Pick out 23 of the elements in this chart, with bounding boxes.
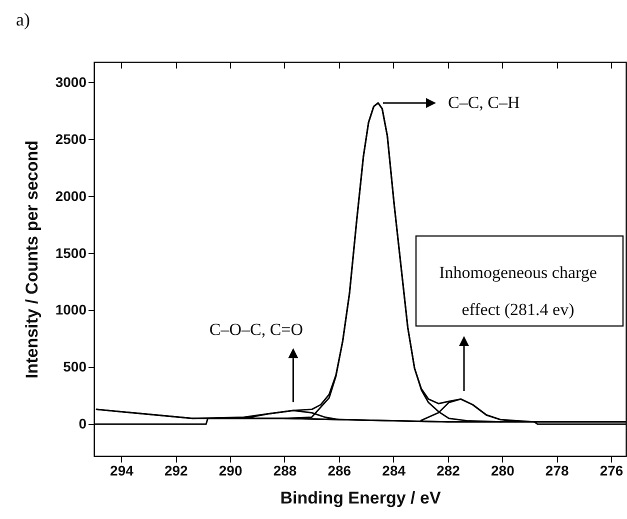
x-tick-label: 290 [218,462,242,478]
annotation: Inhomogeneous charge effect (281.4 ev) [439,263,597,319]
x-tick-label: 278 [545,462,569,478]
x-tick-label: 288 [273,462,297,478]
y-axis-title: Intensity / Counts per second [22,140,42,379]
x-axis-title: Binding Energy / eV [280,488,442,508]
y-tick-label: 2500 [55,130,87,147]
x-tick-label: 294 [110,462,134,478]
x-tick-label: 276 [600,462,624,478]
y-tick-label: 1500 [55,244,87,261]
x-tick-label: 292 [164,462,188,478]
y-tick-label: 2000 [55,188,87,204]
y-tick-label: 3000 [55,74,87,90]
x-tick-label: 284 [382,462,406,478]
x-tick-label: 280 [491,462,515,478]
chart-title: a) [16,10,30,30]
annotation: C–C, C–H [448,93,520,112]
y-tick-label: 1000 [55,302,87,318]
x-tick-label: 282 [436,462,460,478]
y-tick-label: 0 [78,416,87,432]
x-tick-label: 286 [328,462,352,478]
annotation: C–O–C, C=O [209,320,304,340]
y-tick-label: 500 [63,358,87,375]
